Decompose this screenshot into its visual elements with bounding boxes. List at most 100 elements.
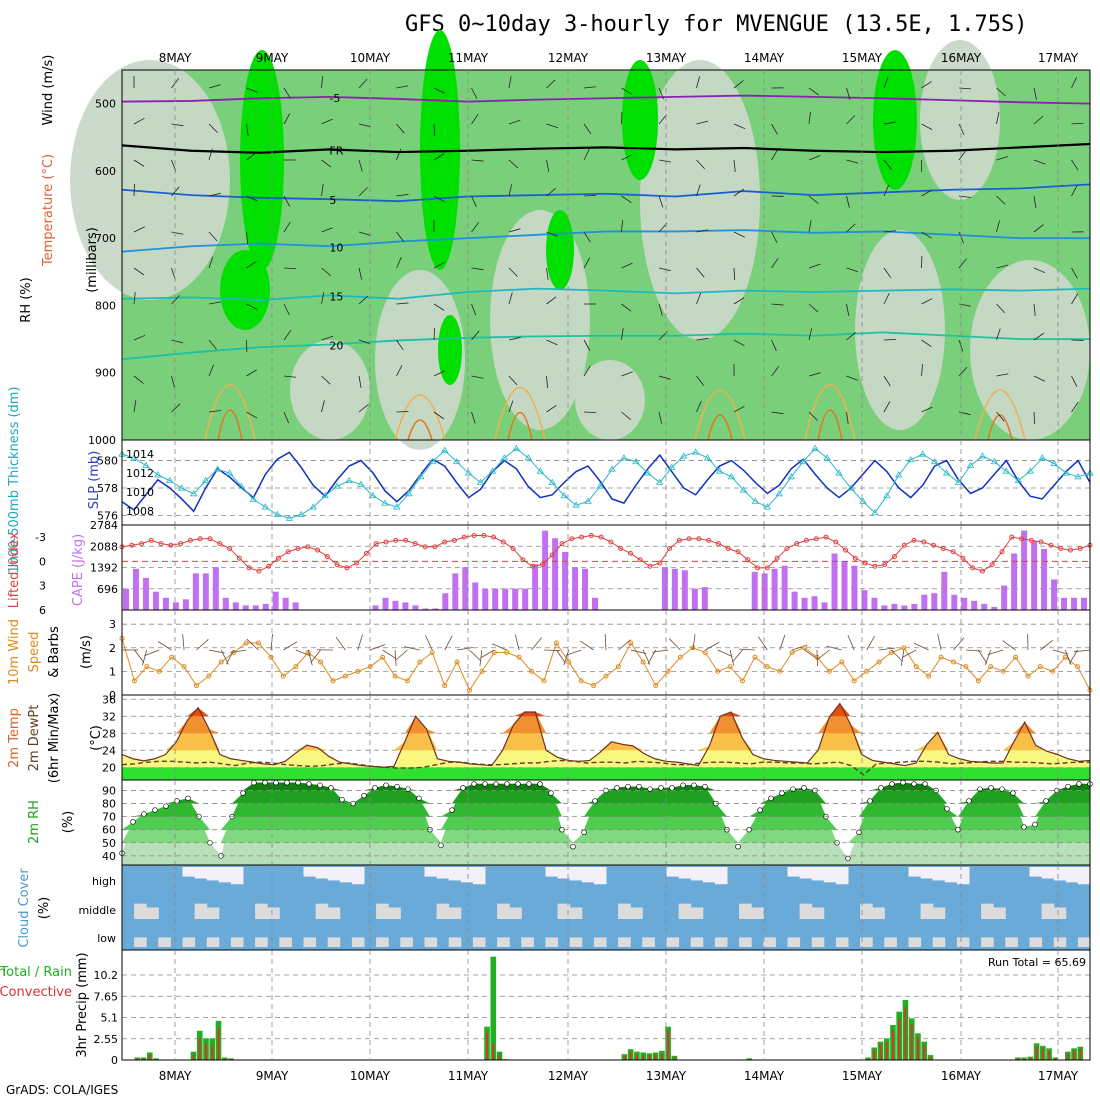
- cape-bar: [462, 567, 469, 610]
- pressure-tick: 1000: [88, 434, 116, 447]
- wind-speed-marker: [479, 668, 485, 674]
- cape-bar: [472, 582, 479, 610]
- slp-marker: [333, 482, 341, 489]
- cape-bar: [921, 594, 928, 610]
- li-marker: [588, 533, 594, 539]
- wind-barb: [583, 411, 597, 414]
- warm-temp-contour: [804, 384, 856, 441]
- surface-wind-barb: [900, 649, 905, 666]
- surface-wind-barb: [977, 649, 988, 664]
- wind-barb: [771, 303, 784, 306]
- cloud-cell: [327, 867, 341, 881]
- wind-barb: [471, 113, 479, 125]
- wind-speed-marker: [864, 668, 870, 674]
- wind-barb: [396, 193, 409, 197]
- wind-speed-marker: [653, 683, 659, 689]
- surface-wind-barb: [804, 649, 818, 660]
- wind-barb: [546, 404, 557, 413]
- li-marker: [784, 545, 790, 551]
- slp-marker: [1038, 454, 1046, 461]
- rh-marker: [801, 785, 807, 791]
- li-marker: [275, 555, 281, 561]
- surface-wind-barb: [866, 635, 875, 651]
- wind-barb: [508, 336, 521, 341]
- wind-barb: [733, 159, 736, 172]
- cape-bar: [442, 593, 449, 610]
- precip-total-label: Total / Rain: [0, 965, 6, 980]
- slp-marker: [405, 490, 413, 497]
- li-marker: [579, 534, 585, 540]
- wind-speed-marker: [553, 640, 559, 646]
- thickness-tick: 580: [97, 455, 118, 468]
- rh2m-axis-label: 2m RH: [27, 800, 42, 844]
- warm-temp-contour: [707, 414, 733, 441]
- rh-high-area: [622, 60, 658, 180]
- wind-barb: [471, 87, 478, 99]
- cape-bar: [881, 605, 888, 610]
- cloud-cell: [206, 907, 220, 919]
- wind-speed-marker: [1062, 654, 1068, 660]
- cape-bar: [542, 530, 549, 610]
- li-marker: [549, 552, 555, 558]
- li-marker: [862, 560, 868, 566]
- temp-contour-3: [121, 229, 1090, 253]
- cape-bar: [552, 538, 559, 610]
- li-marker: [451, 537, 457, 543]
- wind-barb: [321, 159, 332, 168]
- wind-barb: [283, 113, 291, 125]
- wind10-tick: 2: [109, 642, 116, 655]
- wind-barb: [1071, 76, 1077, 89]
- slp-tick: 1014: [126, 448, 154, 461]
- li-marker: [764, 565, 770, 571]
- rh-fill-band: [122, 782, 1090, 791]
- rh-marker: [570, 843, 576, 850]
- slp-marker: [739, 486, 748, 493]
- slp-marker: [679, 452, 688, 459]
- wind-speed-marker: [1037, 664, 1043, 670]
- wind-barb: [883, 76, 889, 89]
- wind-barb: [283, 375, 296, 378]
- contour-label: 10: [329, 241, 343, 254]
- li-marker: [1077, 545, 1083, 551]
- wind-speed-marker: [839, 659, 845, 665]
- cloud-cell: [194, 903, 208, 919]
- li-marker: [960, 555, 966, 561]
- cloud-cell: [666, 937, 680, 947]
- li-marker: [745, 557, 751, 563]
- rh-marker: [163, 803, 169, 809]
- slp-marker: [1074, 473, 1082, 480]
- precip-conv-bar: [892, 1030, 894, 1060]
- date-label-bottom: 8MAY: [159, 1069, 192, 1083]
- wind-barb: [733, 80, 744, 89]
- cloud-cell: [521, 937, 534, 947]
- cloud-cell: [823, 867, 837, 883]
- pressure-tick: 600: [95, 165, 116, 178]
- rh-marker: [603, 787, 609, 794]
- cape-bar: [661, 567, 668, 610]
- surface-wind-barb: [647, 649, 656, 665]
- cape-bar: [242, 605, 249, 610]
- slp-marker: [990, 457, 999, 465]
- wind-barb: [621, 220, 623, 233]
- wind-barb: [883, 121, 896, 125]
- rh-marker: [449, 807, 455, 813]
- cloud-cell: [714, 937, 728, 947]
- precip-conv-bar: [873, 1050, 876, 1060]
- wind-barb: [996, 264, 1009, 269]
- wind-barb: [283, 303, 290, 315]
- wind-speed-marker: [950, 659, 956, 665]
- cloud-cell: [182, 937, 196, 947]
- cape-bar: [891, 603, 898, 610]
- wind-barb: [733, 297, 745, 305]
- wind-barb: [283, 267, 297, 270]
- rh-marker: [768, 795, 774, 802]
- slp-marker: [440, 446, 449, 453]
- temp-tick: 20: [102, 761, 116, 774]
- surface-wind-barb: [283, 641, 298, 651]
- wind-barb: [808, 87, 819, 96]
- wind-speed-marker: [218, 659, 224, 665]
- precip-conv-bar: [879, 1044, 882, 1060]
- li-marker: [373, 541, 379, 547]
- wind-barb: [321, 400, 325, 413]
